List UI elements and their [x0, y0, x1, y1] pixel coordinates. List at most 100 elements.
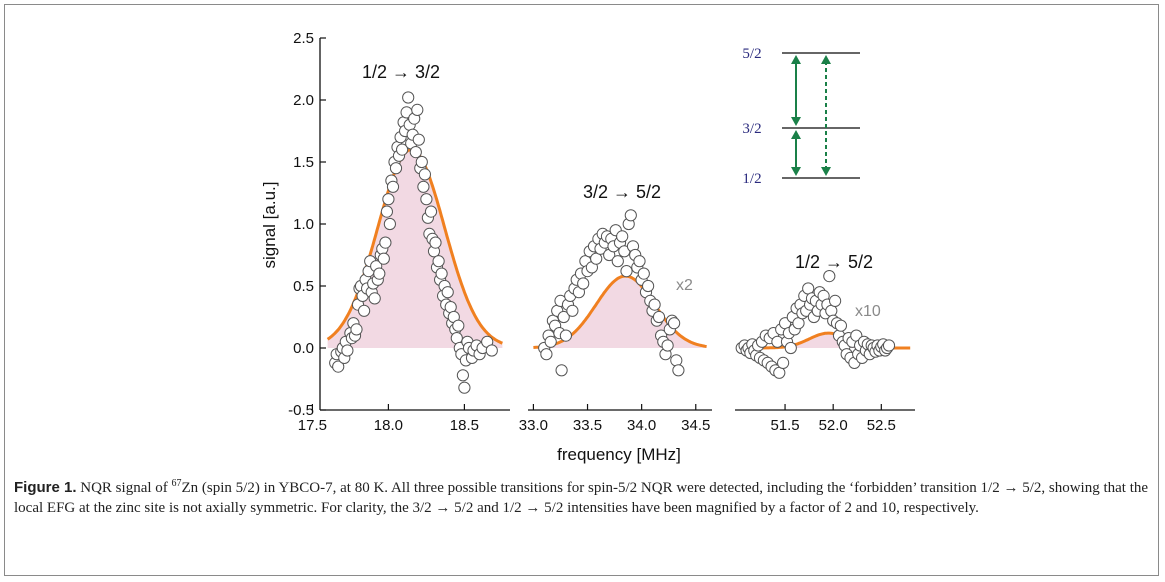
- data-point: [620, 265, 633, 278]
- data-point: [332, 360, 345, 373]
- arrow-32-52-head-bottom: [791, 117, 801, 126]
- data-point: [409, 146, 422, 159]
- y-tick-label: 2.5: [293, 30, 314, 47]
- data-point: [373, 267, 386, 280]
- data-point: [784, 341, 797, 355]
- figure-caption: Figure 1. NQR signal of 67Zn (spin 5/2) …: [14, 478, 1149, 518]
- figure-frame: [4, 4, 1159, 576]
- data-point: [642, 279, 655, 293]
- data-point: [380, 205, 393, 218]
- data-point: [350, 323, 363, 336]
- transition-label: 1/2 → 3/2: [362, 62, 440, 82]
- data-point: [633, 255, 646, 268]
- data-point: [341, 344, 354, 357]
- data-point: [358, 304, 371, 317]
- data-point: [648, 298, 661, 311]
- transition-label: 1/2 → 5/2: [795, 252, 873, 272]
- y-tick-label: 1.5: [293, 154, 314, 171]
- data-point: [429, 236, 442, 249]
- data-point: [386, 180, 400, 193]
- magnification-label: x10: [855, 303, 881, 320]
- data-point: [559, 329, 573, 342]
- data-point: [420, 193, 433, 206]
- nqr-chart: 2.5 2.0 1.5 1.0 0.5 0.0 -0.517.5 18.0 18.5 1/2 → …: [260, 30, 915, 464]
- data-point: [670, 354, 683, 367]
- data-point: [432, 255, 445, 268]
- data-point: [415, 155, 428, 169]
- y-tick-label: -0.5: [288, 402, 314, 419]
- x-tick-label: 52.5: [867, 417, 896, 434]
- data-point: [834, 319, 848, 332]
- data-point: [557, 310, 570, 324]
- x-tick-label: 52.0: [819, 417, 848, 434]
- data-point: [485, 344, 498, 357]
- magnification-label: x2: [676, 277, 693, 294]
- x-tick-label: 33.5: [573, 417, 602, 434]
- data-point: [456, 369, 469, 382]
- x-tick-label: 17.5: [298, 417, 327, 434]
- data-point: [417, 180, 430, 193]
- data-point: [383, 217, 396, 231]
- data-point: [396, 143, 409, 156]
- fit-curve: [533, 274, 707, 349]
- data-point: [544, 335, 557, 348]
- data-point: [637, 267, 650, 280]
- y-tick-label: 2.0: [293, 92, 314, 109]
- data-point: [616, 230, 629, 243]
- data-point: [389, 162, 403, 175]
- data-point: [566, 304, 579, 317]
- fit-area: [736, 333, 911, 348]
- arrow-12-52-forbidden-head-bottom: [821, 167, 831, 176]
- x-tick-label: 51.5: [770, 417, 799, 434]
- data-point: [555, 364, 568, 377]
- arrow-12-32-head-bottom: [791, 167, 801, 176]
- data-point: [379, 236, 392, 249]
- data-point: [672, 364, 685, 377]
- x-tick-label: 33.0: [519, 417, 548, 434]
- x-tick-label: 34.0: [627, 417, 656, 434]
- data-point: [441, 286, 454, 299]
- data-point: [412, 133, 425, 146]
- x-tick-label: 18.5: [450, 417, 479, 434]
- data-point: [411, 103, 424, 117]
- y-tick-label: 0.0: [293, 340, 314, 357]
- energy-level-label: 3/2: [742, 121, 761, 137]
- data-point: [668, 317, 681, 330]
- y-tick-label: 0.5: [293, 278, 314, 295]
- data-point: [823, 270, 836, 283]
- data-point: [661, 339, 674, 352]
- x-axis-label: frequency [MHz]: [557, 445, 681, 464]
- x-tick-label: 18.0: [374, 417, 403, 434]
- arrow-12-52-forbidden-head-top: [821, 55, 831, 64]
- data-point: [624, 209, 637, 222]
- data-point: [452, 319, 465, 332]
- data-point: [368, 292, 381, 305]
- x-tick-label: 34.5: [681, 417, 710, 434]
- transition-label: 3/2 → 5/2: [583, 182, 661, 202]
- data-point: [577, 277, 590, 290]
- data-point: [652, 310, 666, 324]
- caption-label: Figure 1.: [14, 479, 77, 496]
- y-tick-label: 1.0: [293, 216, 314, 233]
- data-point: [435, 267, 448, 280]
- y-axis-label: signal [a.u.]: [260, 182, 279, 269]
- caption-text-2: Zn (spin 5/2) in YBCO-7, at 80 K. All th…: [14, 480, 1149, 516]
- data-point: [382, 193, 395, 206]
- data-point: [540, 348, 553, 361]
- energy-level-inset: 5/2 3/2 1/2: [742, 46, 860, 187]
- data-point: [829, 294, 842, 307]
- energy-level-label: 5/2: [742, 46, 761, 62]
- caption-isotope-mass: 67: [171, 478, 182, 489]
- caption-text-1: NQR signal of: [76, 480, 172, 496]
- data-point: [611, 255, 624, 268]
- arrow-32-52-head-top: [791, 55, 801, 64]
- data-point: [377, 252, 390, 265]
- data-point: [418, 168, 431, 181]
- data-point: [458, 381, 471, 394]
- energy-level-label: 1/2: [742, 171, 761, 187]
- data-point: [882, 339, 896, 352]
- arrow-12-32-head-top: [791, 130, 801, 139]
- data-point: [777, 356, 790, 369]
- data-point: [402, 91, 415, 104]
- data-point: [424, 205, 438, 218]
